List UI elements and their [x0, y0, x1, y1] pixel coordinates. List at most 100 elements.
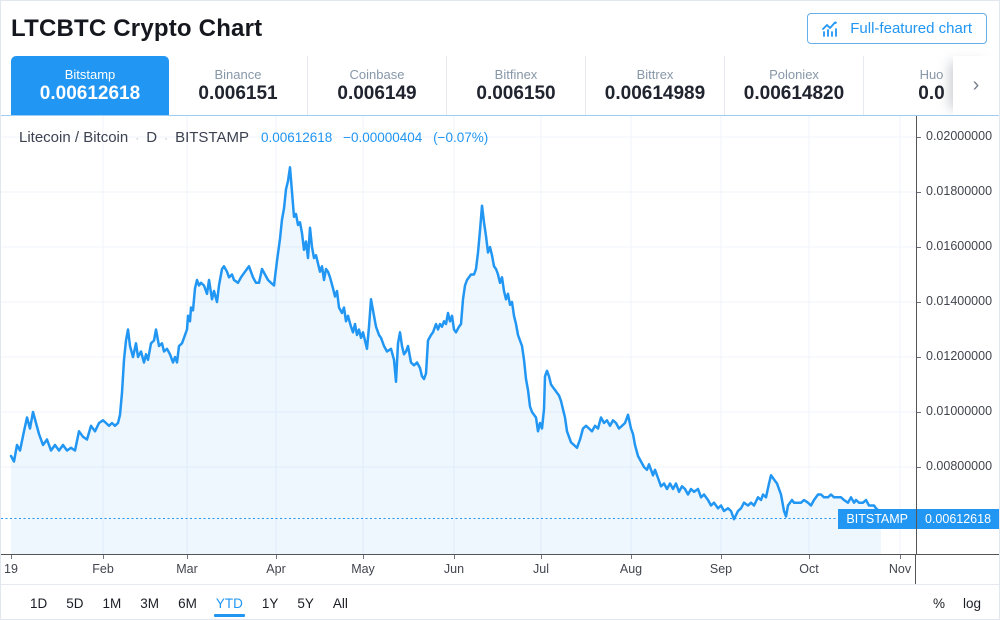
chart-area: Litecoin / Bitcoin · D · BITSTAMP 0.0061… — [1, 116, 999, 554]
range-5d[interactable]: 5D — [66, 595, 84, 611]
range-ytd[interactable]: YTD — [213, 593, 245, 617]
range-toolbar: 1D 5D 1M 3M 6M YTD 1Y 5Y All % log — [1, 584, 999, 619]
y-axis-label: 0.02000000 — [926, 129, 993, 143]
x-axis-tick — [541, 555, 542, 559]
x-axis-tick — [900, 555, 901, 559]
price-change-percent: (−0.07%) — [433, 130, 489, 145]
x-axis-label: Nov — [888, 562, 912, 576]
legend-separator: · — [164, 131, 169, 145]
last-price: 0.00612618 — [260, 130, 333, 145]
tab-exchange-label: Poloniex — [769, 66, 819, 82]
y-axis-tick — [917, 191, 921, 193]
y-axis-label: 0.01200000 — [926, 349, 993, 363]
y-axis-tick — [917, 356, 921, 358]
time-axis[interactable]: 19 Feb Mar Apr May Jun Jul Aug Sep Oct Nov — [1, 554, 999, 584]
price-chart-svg — [1, 116, 916, 554]
x-axis-label: Feb — [92, 562, 114, 576]
range-5y[interactable]: 5Y — [297, 595, 314, 611]
price-axis[interactable]: 0.00612618 0.02000000 0.01800000 0.0160000… — [916, 116, 999, 554]
y-axis-tick — [917, 246, 921, 248]
tab-bittrex[interactable]: Bittrex 0.00614989 — [585, 56, 724, 115]
x-axis-label: Apr — [266, 562, 286, 576]
y-axis-tick — [917, 466, 921, 468]
y-axis-label: 0.01400000 — [926, 294, 993, 308]
tab-price: 0.006149 — [337, 82, 417, 104]
x-axis-tick — [454, 555, 455, 559]
x-axis-label: Mar — [176, 562, 198, 576]
x-axis-label: May — [351, 562, 375, 576]
range-6m[interactable]: 6M — [178, 595, 197, 611]
interval-label: D — [146, 129, 158, 146]
x-axis-tick — [721, 555, 722, 559]
range-all[interactable]: All — [332, 595, 348, 611]
price-line-exchange-badge: BITSTAMP — [838, 508, 916, 529]
exchange-tabs: Bitstamp 0.00612618 Binance 0.006151 Coi… — [1, 56, 999, 116]
price-plot[interactable]: Litecoin / Bitcoin · D · BITSTAMP 0.0061… — [1, 116, 916, 554]
y-axis-label: 0.01000000 — [926, 404, 993, 418]
tab-price: 0.006150 — [476, 82, 556, 104]
tab-exchange-label: Bittrex — [636, 66, 674, 82]
tabs-scroll-right-button[interactable]: › — [953, 56, 999, 115]
x-axis-tick — [103, 555, 104, 559]
scale-buttons: % log — [933, 596, 981, 611]
tab-price: 0.0 — [918, 82, 945, 104]
x-axis-label: Aug — [619, 562, 643, 576]
tab-poloniex[interactable]: Poloniex 0.00614820 — [724, 56, 863, 115]
y-axis-label: 0.01600000 — [926, 239, 993, 253]
x-axis-tick — [11, 555, 12, 559]
tab-exchange-label: Huo — [919, 66, 944, 82]
tab-bitfinex[interactable]: Bitfinex 0.006150 — [446, 56, 585, 115]
page-title: LTCBTC Crypto Chart — [11, 14, 263, 42]
y-axis-tick — [917, 136, 921, 138]
tab-price: 0.00612618 — [39, 82, 141, 104]
y-axis-tick — [917, 301, 921, 303]
price-area-fill — [11, 167, 881, 554]
full-featured-chart-button[interactable]: Full-featured chart — [807, 13, 987, 44]
axis-corner-divider — [915, 555, 916, 584]
tab-binance[interactable]: Binance 0.006151 — [169, 56, 307, 115]
header: LTCBTC Crypto Chart Full-featured chart — [1, 1, 999, 56]
x-axis-tick — [363, 555, 364, 559]
x-axis-label: Sep — [709, 562, 733, 576]
legend-separator: · — [135, 131, 140, 145]
tab-exchange-label: Bitstamp — [64, 66, 116, 82]
y-axis-label: 0.01800000 — [926, 184, 993, 198]
x-axis-label: Jun — [443, 562, 465, 576]
x-axis-tick — [187, 555, 188, 559]
tab-bitstamp[interactable]: Bitstamp 0.00612618 — [11, 56, 169, 115]
tab-exchange-label: Bitfinex — [494, 66, 538, 82]
x-axis-label: Jul — [533, 562, 549, 576]
log-scale-button[interactable]: log — [962, 595, 981, 611]
legend-values: 0.00612618 −0.00000404 (−0.07%) — [261, 130, 495, 145]
exchange-label: BITSTAMP — [175, 129, 249, 146]
range-1d[interactable]: 1D — [30, 595, 48, 611]
full-featured-chart-label: Full-featured chart — [850, 20, 972, 37]
tab-price: 0.00614820 — [743, 82, 845, 104]
chevron-right-icon: › — [972, 74, 980, 96]
range-1y[interactable]: 1Y — [261, 595, 279, 611]
tab-coinbase[interactable]: Coinbase 0.006149 — [307, 56, 446, 115]
x-axis-tick — [276, 555, 277, 559]
price-line-exchange-text: BITSTAMP — [846, 511, 908, 526]
y-axis-label: 0.00800000 — [926, 459, 993, 473]
price-change: −0.00000404 — [343, 130, 423, 145]
percent-scale-button[interactable]: % — [932, 595, 945, 611]
y-axis-tick — [917, 411, 921, 413]
price-line-value-text: 0.00612618 — [925, 511, 992, 526]
range-buttons: 1D 5D 1M 3M 6M YTD 1Y 5Y All — [29, 593, 349, 617]
x-axis-tick — [809, 555, 810, 559]
x-axis-label: Oct — [799, 562, 819, 576]
price-line-series — [9, 166, 883, 521]
price-line-value-badge: 0.00612618 — [917, 508, 999, 529]
tab-exchange-label: Coinbase — [349, 66, 405, 82]
range-1m[interactable]: 1M — [102, 595, 122, 611]
tab-price: 0.00614989 — [604, 82, 706, 104]
symbol-pair: Litecoin / Bitcoin — [19, 129, 129, 146]
tab-exchange-label: Binance — [214, 66, 262, 82]
chart-legend: Litecoin / Bitcoin · D · BITSTAMP 0.0061… — [19, 129, 495, 146]
x-axis-tick — [631, 555, 632, 559]
range-3m[interactable]: 3M — [140, 595, 160, 611]
x-axis-label: 19 — [4, 562, 18, 576]
chart-icon — [822, 21, 841, 37]
